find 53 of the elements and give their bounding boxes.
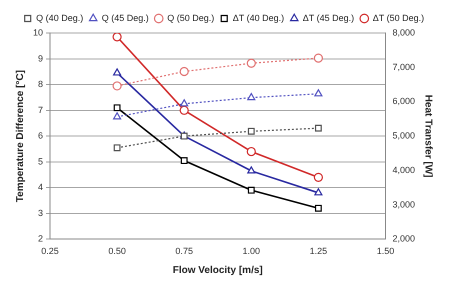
y-tick-label: 4: [38, 182, 44, 192]
legend-label: ΔT (40 Deg.): [232, 12, 284, 23]
legend-label: Q (40 Deg.): [36, 12, 84, 23]
x-tick-label: 0.50: [108, 246, 126, 256]
point: [314, 124, 322, 132]
y2-tick-label: 6,000: [392, 96, 416, 106]
point: [247, 93, 256, 100]
x-tick-label: 1.50: [376, 246, 394, 256]
legend-label: ΔT (45 Deg.): [302, 12, 354, 23]
legend-label: ΔT (50 Deg.): [372, 12, 424, 23]
point: [114, 104, 121, 112]
x-axis-title: Flow Velocity [m/s]: [172, 264, 263, 276]
point: [246, 146, 256, 156]
y2-tick-label: 7,000: [392, 62, 416, 72]
y-tick-label: 6: [38, 130, 44, 141]
point: [180, 106, 189, 115]
point: [113, 68, 122, 76]
y-tick-label: 9: [38, 53, 44, 64]
point: [180, 66, 189, 76]
point: [113, 112, 122, 120]
x-tick-label: 0.75: [175, 246, 193, 256]
point: [248, 186, 255, 194]
x-tick-label: 1.25: [310, 246, 328, 256]
y-tick-label: 3: [38, 208, 44, 218]
y-tick-label: 8: [38, 79, 44, 90]
x-tick-label: 0.25: [41, 246, 59, 256]
y2-axis-title: Heat Transfer [W]: [422, 94, 434, 178]
point: [314, 89, 322, 96]
legend-label: Q (50 Deg.): [167, 12, 214, 23]
y2-tick-label: 5,000: [392, 130, 416, 141]
point: [248, 128, 255, 135]
point: [314, 188, 322, 196]
y2-tick-label: 3,000: [392, 199, 416, 210]
y-tick-label: 5: [38, 156, 44, 166]
y2-tick-label: 8,000: [392, 27, 416, 38]
legend-label: Q (45 Deg.): [102, 12, 149, 23]
point: [314, 172, 323, 182]
y2-tick-label: 4,000: [392, 164, 416, 175]
y-tick-label: 10: [32, 27, 44, 38]
y2-tick-label: 2,000: [392, 234, 416, 244]
point: [247, 166, 256, 174]
point: [114, 144, 121, 152]
point: [112, 81, 122, 91]
point: [112, 33, 122, 42]
point: [246, 58, 256, 68]
y-axis-title: Temperature Difference [°C]: [14, 70, 26, 202]
y-tick-label: 2: [38, 234, 44, 244]
point: [180, 99, 188, 106]
point: [314, 204, 322, 212]
point: [314, 53, 323, 63]
x-tick-label: 1.00: [242, 246, 260, 256]
y-tick-label: 7: [38, 104, 44, 115]
point: [180, 157, 188, 164]
